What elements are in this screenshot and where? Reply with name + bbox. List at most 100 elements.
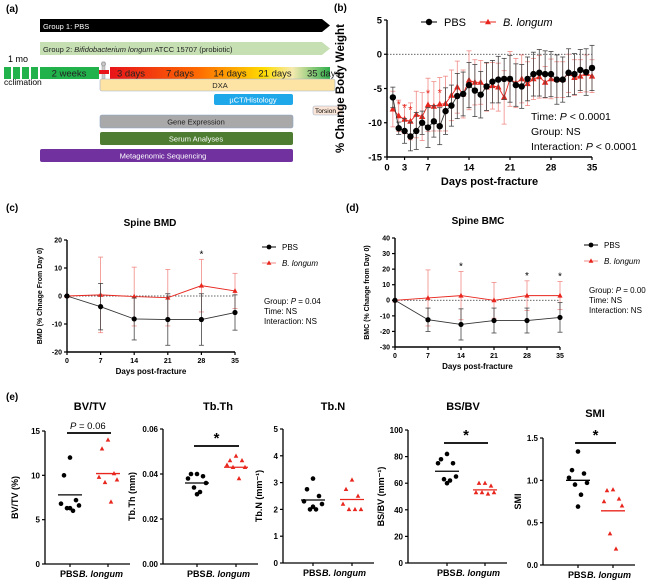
legend-marker-pbs (425, 18, 433, 26)
legend-label: B. longum (604, 257, 640, 266)
data-point (584, 480, 590, 486)
data-point (114, 477, 120, 482)
y-tick-label: 1 (274, 532, 279, 541)
data-point (465, 81, 473, 89)
data-point (232, 309, 238, 316)
p-value-label: P = 0.06 (70, 421, 106, 432)
data-point (569, 467, 575, 473)
series-line (394, 299, 561, 325)
x-tick-label: 3 (402, 163, 407, 174)
group-b-longum (473, 480, 497, 566)
x-tick-label: 28 (546, 163, 557, 174)
legend-marker (266, 260, 272, 265)
group-b-longum (96, 437, 120, 567)
data-point (518, 83, 525, 90)
chart-c: -20 -10 0 10 20 0 7 14 21 28 35 Days post-fracture B… (37, 218, 321, 376)
data-point (310, 476, 316, 481)
data-point (194, 491, 200, 497)
legend-label: B. longum (282, 259, 318, 268)
y-tick-label: 40 (394, 506, 403, 515)
data-point (458, 321, 464, 328)
data-point (500, 75, 508, 83)
x-category-label: PBS (303, 568, 322, 578)
group-pbs (185, 471, 209, 567)
series-pbs (392, 297, 563, 341)
legend-label: PBS (604, 241, 620, 250)
data-point (506, 75, 514, 83)
chart-title: SMI (585, 408, 605, 420)
data-point (98, 304, 104, 310)
data-point (407, 133, 414, 140)
data-point (185, 476, 191, 481)
uct-bar (214, 94, 293, 105)
group1-label: Group 1: PBS (43, 22, 89, 31)
y-axis-label: SMI (513, 493, 523, 509)
data-point (111, 471, 117, 476)
panel-label-d: (d) (346, 203, 359, 214)
significance-star: * (593, 427, 599, 444)
significance-star: * (558, 272, 562, 283)
data-point (316, 493, 322, 499)
panel-a-timeline: (a) Group 1: PBS Group 2: Bifidobacteriu… (4, 4, 344, 162)
chart-e1: 0 5 10 15 BV/TV BV/TV (%) PBS B. longum P = 0.06 (10, 401, 130, 579)
stats-line: Time: P < 0.0001 (531, 111, 611, 123)
data-point (582, 68, 590, 76)
data-point (346, 506, 352, 512)
y-tick-label: -20 (52, 349, 62, 356)
group2-arrow: Group 2: Bifidobacterium longum ATCC 157… (40, 42, 330, 55)
y-tick-label: 15 (31, 427, 40, 436)
data-point (191, 485, 197, 490)
x-axis-label: Days post-fracture (116, 367, 187, 376)
data-point (613, 546, 619, 551)
group-pbs (435, 451, 459, 566)
y-tick-label: 10 (31, 471, 40, 480)
y-tick-label: 0 (399, 559, 404, 568)
stats-line: Interaction: P < 0.0001 (531, 141, 637, 153)
data-point (530, 70, 537, 78)
data-point (485, 491, 491, 496)
acclimation-blocks (4, 67, 38, 79)
stats-line: Group: P = 0.04 (264, 297, 321, 306)
metagenomic-bar (40, 149, 293, 162)
data-point (524, 292, 530, 298)
data-point (473, 489, 479, 495)
significance-star: * (408, 104, 413, 116)
y-tick-label: 0 (274, 559, 279, 568)
series-b-longum (392, 269, 563, 327)
data-point (450, 460, 456, 466)
data-point (553, 76, 561, 83)
y-tick-label: 20 (382, 267, 390, 274)
legend-marker (588, 242, 594, 248)
x-tick-label: 28 (198, 358, 206, 365)
data-point (471, 87, 479, 94)
data-point (448, 102, 455, 109)
data-point (96, 474, 102, 479)
data-point (198, 316, 204, 323)
data-point (355, 493, 361, 498)
data-point (232, 288, 238, 293)
y-tick-label: 3 (274, 479, 279, 488)
legend-label: B. longum (503, 17, 553, 29)
data-point (488, 483, 494, 488)
data-point (491, 489, 497, 495)
data-point (70, 508, 76, 514)
pretreatment-bar (40, 67, 99, 79)
y-tick-label: 10 (382, 282, 390, 289)
y-tick-label: -10 (52, 321, 62, 328)
x-tick-label: 35 (231, 358, 239, 365)
chart-title: Spine BMD (124, 218, 177, 229)
data-point (541, 70, 549, 78)
significance-star: * (438, 87, 443, 99)
group1-arrow: Group 1: PBS (40, 19, 330, 32)
data-point (319, 501, 325, 507)
serum-label: Serum Analyses (169, 135, 223, 144)
series-pbs (64, 282, 238, 346)
data-point (64, 293, 70, 299)
y-axis-label: % Change Body Weight (335, 24, 347, 153)
data-point (418, 119, 426, 126)
data-point (425, 295, 431, 300)
pretreatment-label: 2 weeks (52, 69, 87, 80)
data-point (436, 100, 443, 107)
data-point (610, 487, 616, 492)
